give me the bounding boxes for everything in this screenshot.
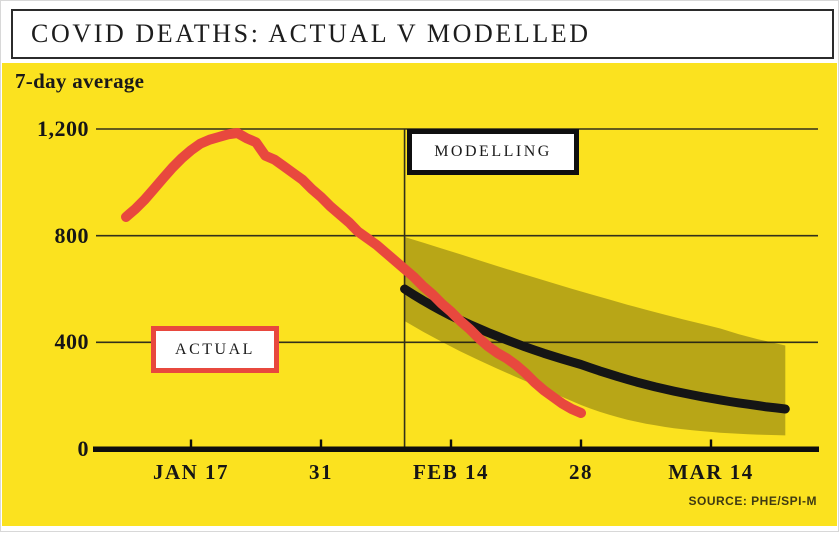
y-axis-unit-label: 7-day average xyxy=(15,69,145,93)
chart-title: COVID DEATHS: ACTUAL V MODELLED xyxy=(31,19,591,48)
model-uncertainty-band xyxy=(404,237,786,436)
actual-annotation-label: ACTUAL xyxy=(175,340,255,358)
x-axis-line xyxy=(93,446,819,452)
y-tick-label: 400 xyxy=(54,329,89,354)
x-axis-tick xyxy=(449,439,453,447)
x-axis-tick xyxy=(579,439,583,447)
x-axis-tick xyxy=(189,439,193,447)
y-tick-label: 800 xyxy=(54,223,89,248)
x-axis-tick xyxy=(319,439,323,447)
title-bar: COVID DEATHS: ACTUAL V MODELLED xyxy=(11,9,834,59)
y-tick-label: 1,200 xyxy=(37,116,89,141)
modelling-annotation-label: MODELLING xyxy=(434,143,552,160)
source-note: SOURCE: PHE/SPI-M xyxy=(688,494,817,508)
x-tick-label: MAR 14 xyxy=(668,460,754,484)
x-tick-label: JAN 17 xyxy=(152,460,230,484)
y-tick-label: 0 xyxy=(77,436,89,461)
x-tick-label: 31 xyxy=(309,460,333,484)
actual-annotation-box: ACTUAL xyxy=(151,326,279,373)
actual-line xyxy=(121,128,586,418)
x-tick-label: 28 xyxy=(569,460,593,484)
x-axis-tick xyxy=(709,439,713,447)
modelling-annotation-box: MODELLING xyxy=(407,129,579,175)
x-tick-label: FEB 14 xyxy=(412,460,490,484)
